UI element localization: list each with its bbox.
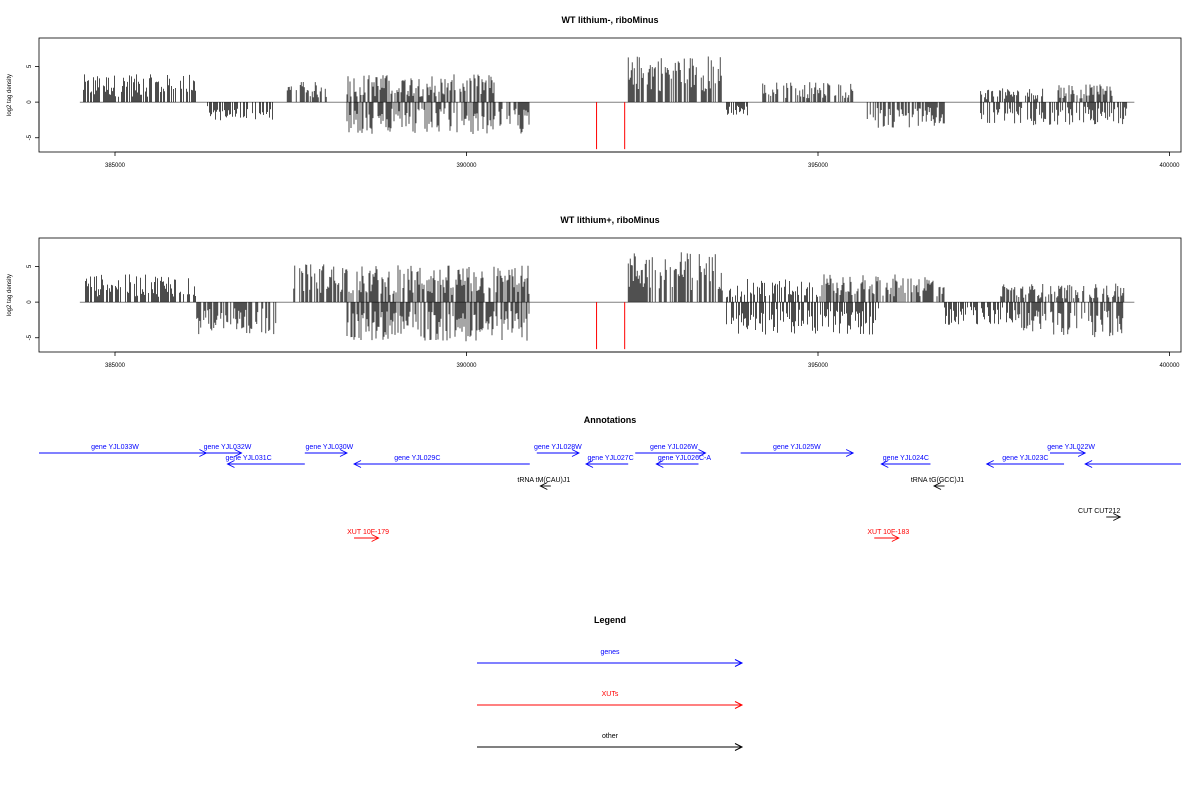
feature-genes: gene YJL025W: [740, 444, 855, 457]
feature-label: gene YJL027C: [588, 455, 634, 462]
feature-genes: gene YJL023C: [985, 455, 1065, 468]
feature-label: gene YJL024C: [883, 455, 929, 462]
legend-arrowhead: [734, 743, 744, 751]
y-tick-label: 5: [27, 64, 33, 68]
feature-XUTs: XUT 10F-183: [867, 529, 909, 542]
track-lithium-minus: WT lithium-, riboMinus log2 tag density …: [7, 15, 1182, 169]
strand-arrowhead: [880, 460, 889, 468]
strand-arrowhead: [353, 460, 362, 468]
strand-arrowhead: [371, 534, 380, 542]
legend-title: Legend: [594, 615, 626, 625]
bar-layer: [79, 56, 1135, 150]
strand-arrowhead: [845, 449, 855, 457]
strand-arrowhead: [585, 460, 594, 468]
legend-entry-other: other: [477, 733, 744, 751]
y-ticks: 5 0 -5: [27, 64, 40, 140]
feature-label: gene YJL023C: [1002, 455, 1048, 462]
strand-arrowhead: [234, 449, 243, 457]
feature-genes: gene YJL030W: [304, 444, 354, 457]
plot-frame: [38, 237, 1182, 353]
feature-genes: gene YJL026W: [635, 444, 707, 457]
annotations-title: Annotations: [584, 415, 637, 425]
y-axis-label: log2 tag density: [7, 74, 13, 116]
y-ticks: 5 0 -5: [27, 264, 40, 340]
legend-label: other: [602, 733, 619, 740]
strand-arrowhead: [655, 460, 664, 468]
feature-label: gene YJL022W: [1047, 444, 1095, 451]
feature-genes: gene YJL029C: [353, 455, 530, 468]
strand-arrowhead: [339, 449, 348, 457]
x-tick-label: 390000: [456, 163, 477, 169]
feature-label: gene YJL032W: [204, 444, 252, 451]
feature-label: gene YJL026C-A: [658, 455, 712, 462]
feature-label: gene YJL028W: [534, 444, 582, 451]
feature-label: tRNA tM(CAU)J1: [517, 477, 570, 484]
feature-other: tRNA tG(GCC)J1: [911, 477, 964, 490]
feature-genes: gene YJL026C-A: [655, 455, 712, 468]
feature-genes: gene YJL024C: [880, 455, 931, 468]
strand-arrowhead: [985, 460, 994, 468]
feature-XUTs: XUT 10F-179: [347, 529, 389, 542]
track-lithium-plus: WT lithium+, riboMinus log2 tag density …: [7, 215, 1182, 369]
y-tick-label: -5: [27, 134, 33, 140]
feature-other: CUT CUT212: [1078, 508, 1122, 521]
strand-arrowhead: [539, 482, 548, 490]
feature-label: gene YJL030W: [306, 444, 354, 451]
x-tick-label: 395000: [808, 363, 829, 369]
legend-panel: Legend genes XUTs other: [477, 615, 744, 751]
strand-arrowhead: [1113, 513, 1122, 521]
feature-label: CUT CUT212: [1078, 508, 1120, 515]
feature-genes: gene YJL031C: [225, 455, 305, 468]
legend-arrowhead: [734, 659, 744, 667]
x-tick-label: 400000: [1159, 363, 1180, 369]
bar-layer: [79, 252, 1135, 350]
legend-entry-genes: genes: [477, 649, 744, 667]
feature-label: gene YJL029C: [394, 455, 440, 462]
feature-other: tRNA tM(CAU)J1: [517, 477, 570, 490]
x-tick-label: 390000: [456, 363, 477, 369]
legend-arrowhead: [734, 701, 744, 709]
feature-label: gene YJL031C: [225, 455, 271, 462]
feature-label: gene YJL025W: [773, 444, 821, 451]
y-tick-label: 5: [27, 264, 33, 268]
legend-label: genes: [600, 649, 620, 656]
legend-label: XUTs: [602, 691, 619, 698]
x-tick-label: 395000: [808, 163, 829, 169]
feature-genes: gene YJL022W: [1047, 444, 1095, 457]
feature-label: XUT 10F-179: [347, 529, 389, 536]
feature-genes: gene YJL028W: [534, 444, 582, 457]
feature-genes: gene YJL027C: [585, 455, 634, 468]
strand-arrowhead: [698, 449, 707, 457]
x-tick-label: 385000: [105, 363, 126, 369]
x-ticks: 385000 390000 395000 400000: [105, 151, 1180, 169]
strand-arrowhead: [891, 534, 900, 542]
strand-arrowhead: [1077, 449, 1087, 457]
legend-entries: genes XUTs other: [477, 649, 744, 751]
strand-arrowhead: [571, 449, 580, 457]
feature-label: XUT 10F-183: [867, 529, 909, 536]
annotations-panel: Annotations gene YJL033W gene YJL032Wgene…: [39, 415, 1181, 542]
feature-label: gene YJL033W: [91, 444, 139, 451]
x-tick-label: 385000: [105, 163, 126, 169]
track-title: WT lithium+, riboMinus: [560, 215, 659, 225]
feature-layer: gene YJL033W gene YJL032W gene YJL031C gene…: [39, 444, 1181, 542]
x-tick-label: 400000: [1159, 163, 1180, 169]
feature-genes: gene YJL032W: [204, 444, 252, 457]
feature-genes: gene YJL033W: [39, 444, 208, 457]
legend-entry-xuts: XUTs: [477, 691, 744, 709]
y-tick-label: 0: [27, 300, 33, 304]
y-tick-label: 0: [27, 100, 33, 104]
feature-genes: [1084, 460, 1181, 468]
track-title: WT lithium-, riboMinus: [562, 15, 659, 25]
strand-arrowhead: [932, 482, 942, 490]
x-ticks: 385000 390000 395000 400000: [105, 351, 1180, 369]
strand-arrowhead: [1084, 460, 1093, 468]
y-axis-label: log2 tag density: [7, 274, 13, 316]
strand-arrowhead: [226, 460, 235, 468]
y-tick-label: -5: [27, 334, 33, 340]
feature-label: tRNA tG(GCC)J1: [911, 477, 964, 484]
feature-label: gene YJL026W: [650, 444, 698, 451]
